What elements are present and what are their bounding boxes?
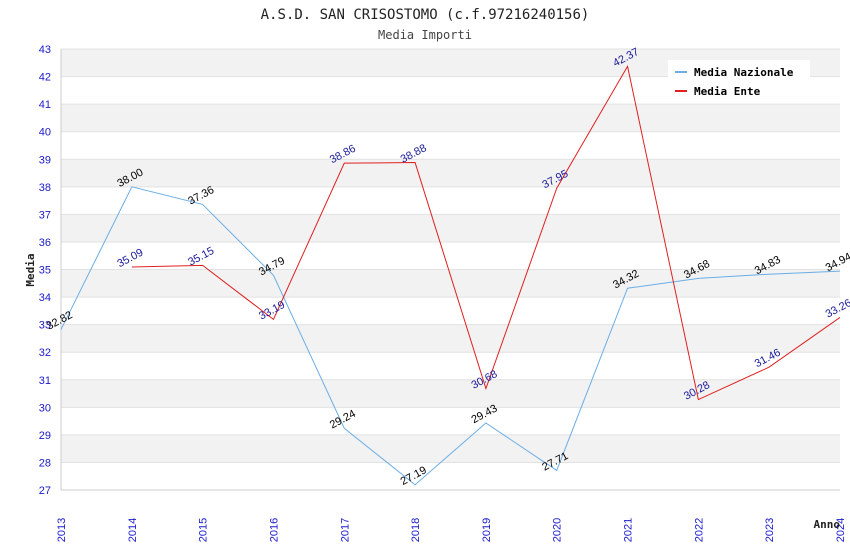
grid-band <box>61 379 840 408</box>
x-tick-label: 2018 <box>410 518 422 542</box>
x-axis-label: Anno <box>814 518 841 531</box>
x-tick-label: 2021 <box>623 518 635 542</box>
grid-band <box>61 269 840 298</box>
y-tick-label: 36 <box>39 237 51 249</box>
y-tick-label: 28 <box>39 457 51 469</box>
grid-band <box>61 352 840 380</box>
y-tick-label: 38 <box>39 182 51 194</box>
grid-band <box>61 104 840 132</box>
x-tick-label: 2017 <box>339 518 351 542</box>
series-line-media-nazionale <box>60 186 841 486</box>
legend: Media Nazionale Media Ente <box>668 60 810 102</box>
y-tick-label: 37 <box>39 209 51 221</box>
grid-band <box>61 434 840 463</box>
x-tick-label: 2013 <box>56 518 68 542</box>
chart-subtitle: Media Importi <box>378 28 472 42</box>
legend-entry: Media Nazionale <box>694 66 794 79</box>
y-tick-label: 33 <box>39 320 51 332</box>
grid-bands <box>61 49 840 490</box>
y-tick-label: 32 <box>39 347 51 359</box>
x-tick-label: 2022 <box>693 518 705 542</box>
y-tick-label: 34 <box>39 292 51 304</box>
y-tick-label: 30 <box>39 402 51 414</box>
legend-box <box>668 60 810 102</box>
x-tick-label: 2023 <box>764 518 776 542</box>
chart-title: A.S.D. SAN CRISOSTOMO (c.f.97216240156) <box>261 7 590 23</box>
grid-band <box>61 131 840 160</box>
y-axis-ticks: 27 28 29 30 31 32 33 34 35 36 37 38 39 40 41 42 43 <box>39 44 51 497</box>
y-tick-label: 43 <box>39 44 51 56</box>
grid-band <box>61 241 840 270</box>
y-tick-label: 35 <box>39 265 51 277</box>
legend-entry: Media Ente <box>694 85 761 98</box>
grid-band <box>61 297 840 325</box>
y-tick-label: 40 <box>39 127 51 139</box>
grid-band <box>61 407 840 435</box>
grid-band <box>61 462 840 490</box>
y-tick-label: 31 <box>39 375 51 387</box>
series-line-media-ente <box>131 64 841 401</box>
series-group <box>60 64 841 486</box>
x-tick-label: 2016 <box>268 518 280 542</box>
y-axis-label: Media <box>24 253 37 286</box>
x-tick-label: 2024 <box>835 518 847 542</box>
gridlines <box>60 48 840 491</box>
grid-band <box>61 214 840 242</box>
grid-band <box>61 186 840 215</box>
y-tick-label: 27 <box>39 485 51 497</box>
x-tick-label: 2019 <box>481 518 493 542</box>
x-axis-ticks: 2013 2014 2015 2016 2017 2018 2019 2020 2021 2022… <box>56 518 847 542</box>
grid-band <box>61 159 840 187</box>
y-tick-label: 42 <box>39 72 51 84</box>
grid-band <box>61 324 840 353</box>
x-tick-label: 2014 <box>127 518 139 542</box>
y-tick-label: 41 <box>39 99 51 111</box>
x-tick-label: 2020 <box>552 518 564 542</box>
y-tick-label: 29 <box>39 430 51 442</box>
y-tick-label: 39 <box>39 154 51 166</box>
x-tick-label: 2015 <box>198 518 210 542</box>
